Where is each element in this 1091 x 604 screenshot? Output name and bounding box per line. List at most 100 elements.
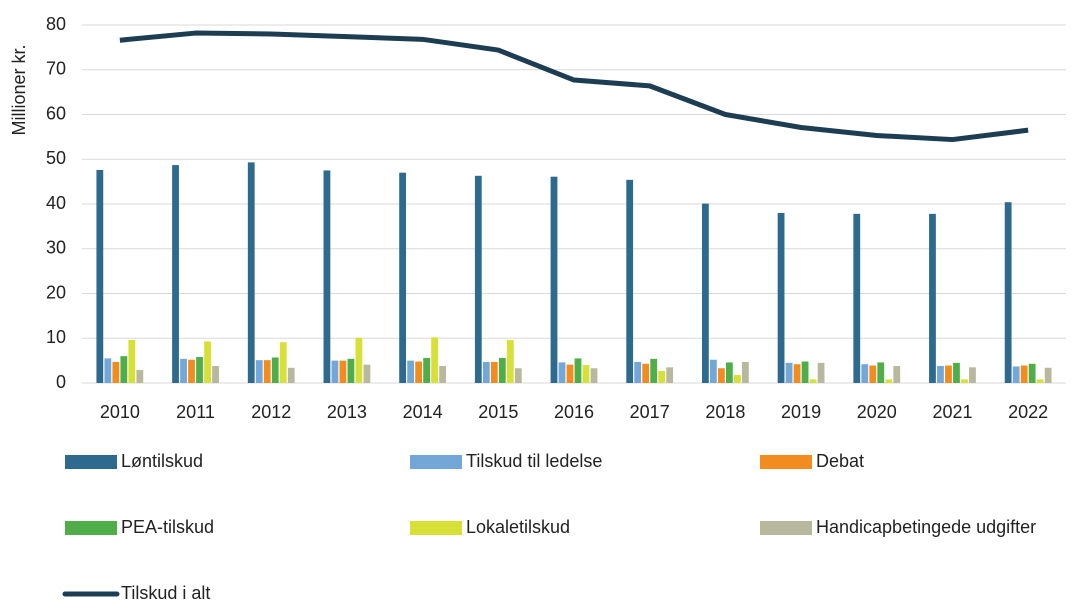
bar <box>506 340 514 383</box>
bar <box>128 340 136 383</box>
bar <box>423 357 431 383</box>
bar <box>172 165 179 383</box>
x-tick-label: 2015 <box>478 402 518 422</box>
bar <box>112 361 120 383</box>
bar <box>439 365 447 383</box>
bar <box>701 203 709 383</box>
bar <box>514 368 522 383</box>
bar <box>785 362 793 383</box>
bar <box>817 362 825 383</box>
bar <box>355 337 363 383</box>
bar <box>717 368 725 383</box>
bar <box>582 365 590 383</box>
y-tick-label: 70 <box>46 59 66 79</box>
bar <box>937 365 944 383</box>
bar <box>861 364 869 383</box>
bar <box>877 362 885 383</box>
bar <box>331 360 339 383</box>
bar <box>961 379 968 383</box>
bar <box>188 359 195 383</box>
bar <box>558 362 566 383</box>
bar <box>725 362 733 383</box>
bar <box>1036 379 1044 383</box>
x-tick-label: 2020 <box>857 402 897 422</box>
bar <box>1012 366 1020 383</box>
legend-swatch <box>760 521 812 535</box>
bar <box>323 170 331 383</box>
bar <box>953 362 960 383</box>
bar <box>104 358 112 383</box>
bar <box>415 361 423 383</box>
bar <box>869 365 877 383</box>
bar <box>204 341 211 383</box>
bar <box>482 361 490 383</box>
bar <box>255 360 263 383</box>
bar <box>271 357 279 383</box>
y-tick-label: 10 <box>46 327 66 347</box>
bar <box>407 360 415 383</box>
y-tick-label: 0 <box>56 372 66 392</box>
bar <box>777 212 785 383</box>
x-tick-label: 2021 <box>932 402 972 422</box>
bar <box>287 367 295 383</box>
bar <box>853 213 861 383</box>
x-tick-label: 2013 <box>327 402 367 422</box>
bar <box>474 175 482 383</box>
x-tick-label: 2010 <box>100 402 140 422</box>
x-tick-label: 2014 <box>403 402 443 422</box>
legend-label: Tilskud til ledelse <box>466 451 602 471</box>
bar <box>1004 202 1012 383</box>
y-tick-label: 50 <box>46 148 66 168</box>
bar <box>1028 363 1036 383</box>
bar <box>399 172 407 383</box>
bar <box>626 179 634 383</box>
legend-swatch <box>65 521 117 535</box>
legend-swatch <box>760 455 812 469</box>
y-tick-label: 60 <box>46 103 66 123</box>
bar <box>498 357 506 383</box>
bar <box>263 360 271 383</box>
bar <box>893 365 901 383</box>
x-tick-label: 2012 <box>251 402 291 422</box>
bar <box>96 169 104 383</box>
bar <box>733 374 741 383</box>
bar <box>431 337 439 383</box>
bar <box>247 162 255 383</box>
legend-label: Tilskud i alt <box>121 583 210 603</box>
bar <box>363 364 371 383</box>
bar <box>339 360 347 383</box>
bar <box>945 365 952 383</box>
bar <box>574 358 582 383</box>
legend-label: Handicapbetingede udgifter <box>816 517 1036 537</box>
bar <box>741 361 749 383</box>
bar <box>590 368 598 383</box>
x-tick-label: 2022 <box>1008 402 1048 422</box>
bar <box>120 356 128 383</box>
bar <box>212 365 219 383</box>
x-tick-label: 2019 <box>781 402 821 422</box>
bar <box>650 358 658 383</box>
bar <box>1044 367 1052 383</box>
bar <box>929 213 936 383</box>
bar <box>490 361 498 383</box>
legend-label: Løntilskud <box>121 451 203 471</box>
x-tick-label: 2011 <box>176 402 215 422</box>
bar <box>969 367 976 383</box>
bar <box>709 359 717 383</box>
bar <box>279 342 287 383</box>
legend-swatch <box>410 521 462 535</box>
line <box>119 30 1029 143</box>
legend-label: Lokaletilskud <box>466 517 570 537</box>
bar <box>809 379 817 383</box>
bar <box>566 364 574 383</box>
bar <box>180 358 187 383</box>
bar <box>196 357 203 383</box>
bar <box>1020 365 1028 383</box>
y-tick-label: 40 <box>46 193 66 213</box>
bar <box>634 361 642 383</box>
bar <box>801 361 809 383</box>
bar <box>347 358 355 383</box>
legend-swatch <box>65 455 117 469</box>
bar <box>793 364 801 383</box>
